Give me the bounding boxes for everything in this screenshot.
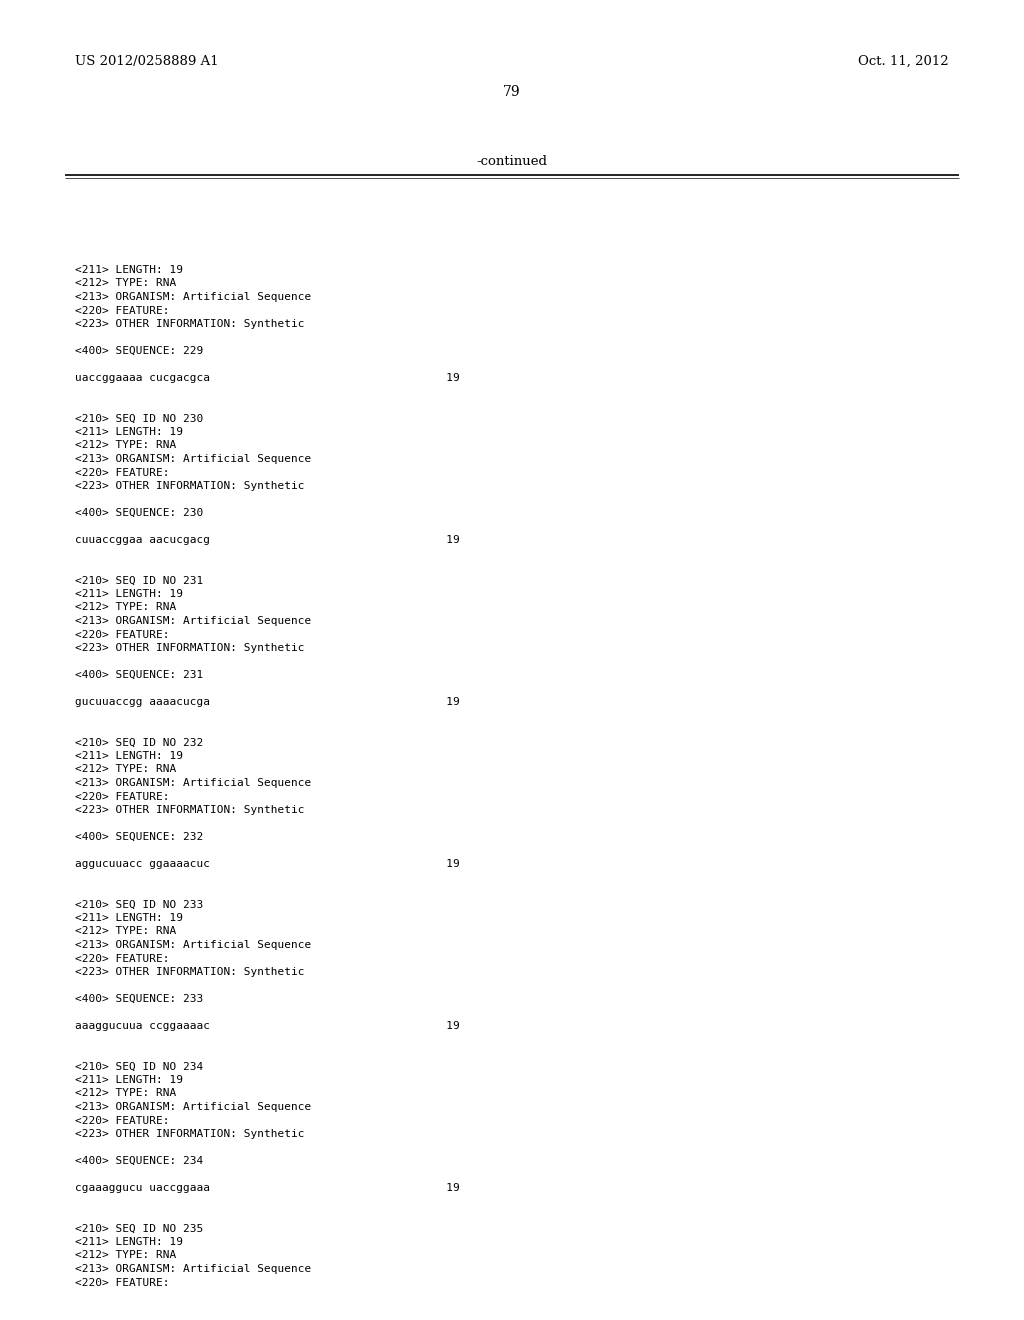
Text: cgaaaggucu uaccggaaa                                   19: cgaaaggucu uaccggaaa 19	[75, 1183, 460, 1193]
Text: <400> SEQUENCE: 232: <400> SEQUENCE: 232	[75, 832, 203, 842]
Text: <220> FEATURE:: <220> FEATURE:	[75, 792, 170, 801]
Text: <223> OTHER INFORMATION: Synthetic: <223> OTHER INFORMATION: Synthetic	[75, 480, 304, 491]
Text: <220> FEATURE:: <220> FEATURE:	[75, 1115, 170, 1126]
Text: <210> SEQ ID NO 235: <210> SEQ ID NO 235	[75, 1224, 203, 1233]
Text: <400> SEQUENCE: 229: <400> SEQUENCE: 229	[75, 346, 203, 356]
Text: <223> OTHER INFORMATION: Synthetic: <223> OTHER INFORMATION: Synthetic	[75, 968, 304, 977]
Text: <220> FEATURE:: <220> FEATURE:	[75, 953, 170, 964]
Text: -continued: -continued	[476, 154, 548, 168]
Text: uaccggaaaa cucgacgca                                   19: uaccggaaaa cucgacgca 19	[75, 374, 460, 383]
Text: gucuuaccgg aaaacucga                                   19: gucuuaccgg aaaacucga 19	[75, 697, 460, 708]
Text: <210> SEQ ID NO 232: <210> SEQ ID NO 232	[75, 738, 203, 747]
Text: <213> ORGANISM: Artificial Sequence: <213> ORGANISM: Artificial Sequence	[75, 1265, 311, 1274]
Text: <210> SEQ ID NO 230: <210> SEQ ID NO 230	[75, 413, 203, 424]
Text: <212> TYPE: RNA: <212> TYPE: RNA	[75, 279, 176, 289]
Text: <220> FEATURE:: <220> FEATURE:	[75, 305, 170, 315]
Text: <213> ORGANISM: Artificial Sequence: <213> ORGANISM: Artificial Sequence	[75, 1102, 311, 1111]
Text: <400> SEQUENCE: 231: <400> SEQUENCE: 231	[75, 671, 203, 680]
Text: <211> LENGTH: 19: <211> LENGTH: 19	[75, 426, 183, 437]
Text: <212> TYPE: RNA: <212> TYPE: RNA	[75, 441, 176, 450]
Text: <210> SEQ ID NO 231: <210> SEQ ID NO 231	[75, 576, 203, 586]
Text: <211> LENGTH: 19: <211> LENGTH: 19	[75, 913, 183, 923]
Text: <213> ORGANISM: Artificial Sequence: <213> ORGANISM: Artificial Sequence	[75, 616, 311, 626]
Text: <213> ORGANISM: Artificial Sequence: <213> ORGANISM: Artificial Sequence	[75, 292, 311, 302]
Text: <223> OTHER INFORMATION: Synthetic: <223> OTHER INFORMATION: Synthetic	[75, 1129, 304, 1139]
Text: 79: 79	[503, 84, 521, 99]
Text: <211> LENGTH: 19: <211> LENGTH: 19	[75, 751, 183, 762]
Text: <220> FEATURE:: <220> FEATURE:	[75, 1278, 170, 1287]
Text: <212> TYPE: RNA: <212> TYPE: RNA	[75, 927, 176, 936]
Text: <211> LENGTH: 19: <211> LENGTH: 19	[75, 265, 183, 275]
Text: <223> OTHER INFORMATION: Synthetic: <223> OTHER INFORMATION: Synthetic	[75, 805, 304, 814]
Text: US 2012/0258889 A1: US 2012/0258889 A1	[75, 55, 219, 69]
Text: aggucuuacc ggaaaacuc                                   19: aggucuuacc ggaaaacuc 19	[75, 859, 460, 869]
Text: <213> ORGANISM: Artificial Sequence: <213> ORGANISM: Artificial Sequence	[75, 454, 311, 465]
Text: <400> SEQUENCE: 233: <400> SEQUENCE: 233	[75, 994, 203, 1005]
Text: <213> ORGANISM: Artificial Sequence: <213> ORGANISM: Artificial Sequence	[75, 940, 311, 950]
Text: <223> OTHER INFORMATION: Synthetic: <223> OTHER INFORMATION: Synthetic	[75, 319, 304, 329]
Text: <400> SEQUENCE: 230: <400> SEQUENCE: 230	[75, 508, 203, 517]
Text: cuuaccggaa aacucgacg                                   19: cuuaccggaa aacucgacg 19	[75, 535, 460, 545]
Text: <220> FEATURE:: <220> FEATURE:	[75, 630, 170, 639]
Text: <212> TYPE: RNA: <212> TYPE: RNA	[75, 1089, 176, 1098]
Text: aaaggucuua ccggaaaac                                   19: aaaggucuua ccggaaaac 19	[75, 1020, 460, 1031]
Text: <212> TYPE: RNA: <212> TYPE: RNA	[75, 764, 176, 775]
Text: <220> FEATURE:: <220> FEATURE:	[75, 467, 170, 478]
Text: <212> TYPE: RNA: <212> TYPE: RNA	[75, 602, 176, 612]
Text: <211> LENGTH: 19: <211> LENGTH: 19	[75, 1237, 183, 1247]
Text: <210> SEQ ID NO 234: <210> SEQ ID NO 234	[75, 1061, 203, 1072]
Text: <211> LENGTH: 19: <211> LENGTH: 19	[75, 589, 183, 599]
Text: Oct. 11, 2012: Oct. 11, 2012	[858, 55, 949, 69]
Text: <210> SEQ ID NO 233: <210> SEQ ID NO 233	[75, 899, 203, 909]
Text: <212> TYPE: RNA: <212> TYPE: RNA	[75, 1250, 176, 1261]
Text: <223> OTHER INFORMATION: Synthetic: <223> OTHER INFORMATION: Synthetic	[75, 643, 304, 653]
Text: <211> LENGTH: 19: <211> LENGTH: 19	[75, 1074, 183, 1085]
Text: <400> SEQUENCE: 234: <400> SEQUENCE: 234	[75, 1156, 203, 1166]
Text: <213> ORGANISM: Artificial Sequence: <213> ORGANISM: Artificial Sequence	[75, 777, 311, 788]
